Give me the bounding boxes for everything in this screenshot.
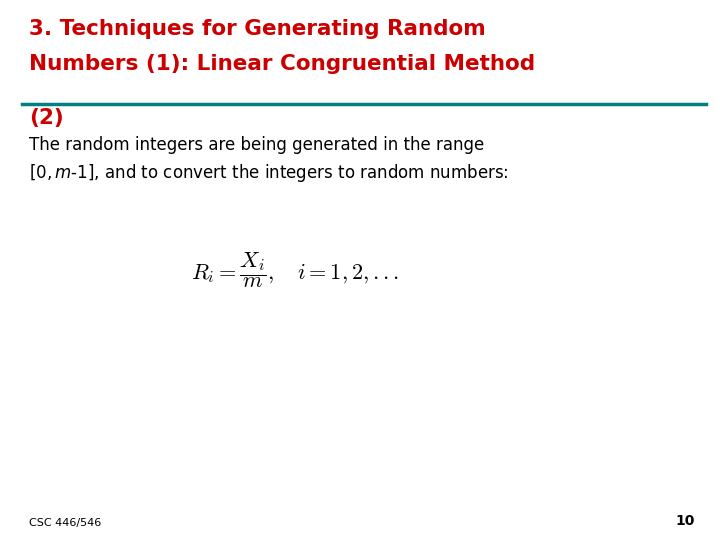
Text: 10: 10 [675, 514, 695, 528]
Text: 3. Techniques for Generating Random: 3. Techniques for Generating Random [29, 19, 485, 39]
Text: Numbers (1): Linear Congruential Method: Numbers (1): Linear Congruential Method [29, 54, 535, 74]
Text: (2): (2) [29, 108, 63, 128]
Text: $[0,\mathit{m}\text{-}1]$, and to convert the integers to random numbers:: $[0,\mathit{m}\text{-}1]$, and to conver… [29, 162, 508, 184]
Text: CSC 446/546: CSC 446/546 [29, 518, 101, 528]
Text: The random integers are being generated in the range: The random integers are being generated … [29, 136, 484, 154]
Text: $R_i = \dfrac{X_i}{m},\quad i=1,2,...$: $R_i = \dfrac{X_i}{m},\quad i=1,2,...$ [192, 250, 399, 290]
